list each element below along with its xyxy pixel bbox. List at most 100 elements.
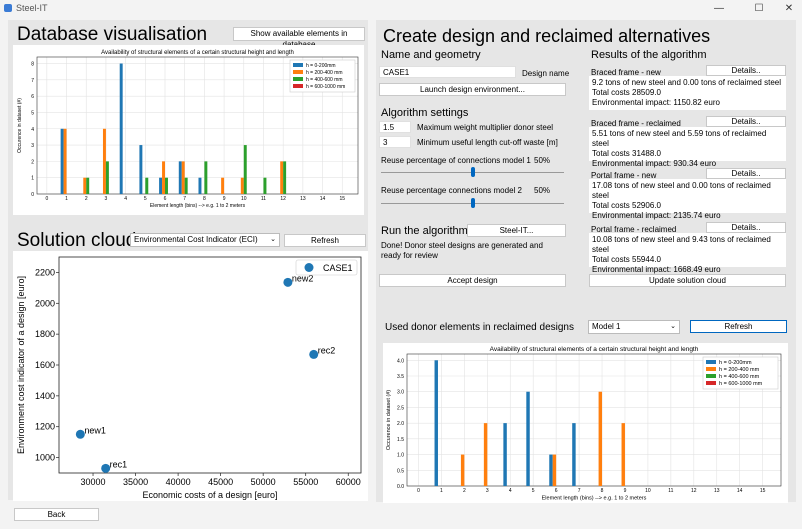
- x-tick-label: 14: [737, 488, 743, 494]
- y-tick-label: 4.0: [397, 358, 404, 364]
- donor-model-dropdown[interactable]: Model 1 ⌄: [588, 320, 680, 334]
- details-button[interactable]: Details..: [706, 65, 786, 76]
- y-tick-label: 4: [31, 127, 34, 133]
- bar: [60, 128, 64, 194]
- result-line: Total costs 52906.0: [592, 201, 661, 210]
- bar: [184, 177, 188, 194]
- solution-refresh-button[interactable]: Refresh: [284, 234, 366, 247]
- x-tick-label: 12: [691, 488, 697, 494]
- y-tick-label: 3: [31, 143, 34, 149]
- scatter-point: [101, 463, 111, 473]
- result-line: Environmental impact: 1150.82 euro: [592, 98, 720, 107]
- bar: [159, 177, 163, 194]
- result-line: 5.51 tons of new steel and 5.59 tons of …: [592, 129, 767, 148]
- reuse1-value: 50%: [534, 156, 551, 165]
- result-line: Environmental impact: 930.34 euro: [592, 159, 717, 168]
- bar: [572, 423, 576, 486]
- details-button[interactable]: Details..: [706, 168, 786, 179]
- reuse2-label: Reuse percentage connections model 2: [381, 186, 522, 195]
- y-tick-label: 1800: [35, 329, 55, 339]
- result-summary: 17.08 tons of new steel and 0.00 tons of…: [589, 179, 786, 220]
- reuse1-slider-thumb[interactable]: [470, 167, 475, 177]
- donor-refresh-button[interactable]: Refresh: [690, 320, 787, 333]
- legend-swatch: [706, 367, 716, 371]
- database-title: Database visualisation: [17, 24, 208, 45]
- x-tick-label: 0: [45, 196, 48, 202]
- close-button[interactable]: ✕: [784, 3, 794, 14]
- x-tick-label: 30000: [81, 477, 106, 487]
- x-tick-label: 14: [320, 196, 326, 202]
- bar: [240, 177, 244, 194]
- x-tick-label: 2: [463, 488, 466, 494]
- bar: [552, 454, 557, 486]
- y-tick-label: 0.0: [397, 484, 404, 490]
- legend-label: h = 600-1000 mm: [719, 381, 763, 387]
- y-tick-label: 0.5: [397, 468, 404, 474]
- result-name: Portal frame - new: [591, 171, 657, 180]
- bar: [460, 454, 465, 486]
- legend-swatch: [293, 70, 303, 74]
- result-line: Environmental impact: 1668.49 euro: [592, 265, 721, 274]
- min-length-input[interactable]: 3: [379, 136, 411, 148]
- reuse2-slider-thumb[interactable]: [470, 198, 475, 208]
- result-name: Braced frame - new: [591, 68, 661, 77]
- x-tick-label: 13: [714, 488, 720, 494]
- accept-design-button[interactable]: Accept design: [379, 274, 566, 287]
- result-line: 17.08 tons of new steel and 0.00 tons of…: [592, 181, 771, 200]
- plot-frame: [36, 56, 359, 195]
- back-button[interactable]: Back: [14, 508, 99, 521]
- y-tick-label: 7: [31, 78, 34, 84]
- bar: [283, 161, 287, 194]
- x-tick-label: 1: [65, 196, 68, 202]
- steel-it-button[interactable]: Steel-IT...: [467, 224, 566, 237]
- bar: [178, 161, 182, 194]
- x-axis-label: Element length (bins) --> e.g. 1 to 2 me…: [150, 203, 246, 209]
- solution-metric-dropdown[interactable]: Environmental Cost Indicator (ECI) ⌄: [130, 233, 280, 247]
- result-name: Portal frame - reclaimed: [591, 225, 677, 234]
- result-line: Total costs 28509.0: [592, 88, 661, 97]
- legend-swatch: [293, 77, 303, 81]
- bar: [263, 177, 267, 194]
- result-line: Environmental impact: 2135.74 euro: [592, 211, 721, 220]
- result-line: 9.2 tons of new steel and 0.00 tons of r…: [592, 78, 782, 87]
- scatter-point: [75, 429, 85, 439]
- bar: [221, 177, 225, 194]
- bar: [181, 161, 185, 194]
- max-weight-input[interactable]: 1.5: [379, 121, 411, 133]
- bar: [165, 177, 168, 194]
- y-axis-label: Occurence in dataset (#): [17, 98, 23, 153]
- legend-label: CASE1: [323, 263, 353, 273]
- details-button[interactable]: Details..: [706, 222, 786, 233]
- x-tick-label: 11: [668, 488, 673, 494]
- x-tick-label: 6: [555, 488, 558, 494]
- launch-design-button[interactable]: Launch design environment...: [379, 83, 566, 96]
- chart-title: Availability of structural elements of a…: [101, 50, 294, 56]
- chart-title: Availability of structural elements of a…: [490, 346, 699, 353]
- y-tick-label: 0: [31, 192, 34, 198]
- x-tick-label: 40000: [166, 477, 191, 487]
- algorithm-settings-heading: Algorithm settings: [381, 107, 469, 119]
- update-solution-cloud-button[interactable]: Update solution cloud: [589, 274, 786, 287]
- scatter-point: [283, 277, 293, 287]
- minimize-button[interactable]: —: [714, 3, 724, 14]
- x-tick-label: 6: [164, 196, 167, 202]
- y-tick-label: 1600: [35, 360, 55, 370]
- y-tick-label: 2000: [35, 298, 55, 308]
- result-line: 10.08 tons of new steel and 9.43 tons of…: [592, 235, 771, 254]
- bar: [102, 128, 106, 194]
- bar: [280, 161, 284, 194]
- result-line: Total costs 31488.0: [592, 149, 661, 158]
- legend-swatch: [293, 84, 303, 88]
- y-tick-label: 1200: [35, 422, 55, 432]
- y-tick-label: 5: [31, 110, 34, 116]
- y-tick-label: 1.5: [397, 437, 404, 443]
- window-titlebar: Steel-IT — ☐ ✕: [0, 0, 802, 17]
- x-tick-label: 60000: [336, 477, 361, 487]
- maximize-button[interactable]: ☐: [754, 3, 764, 14]
- legend-label: h = 200-400 mm: [306, 70, 343, 76]
- show-elements-button[interactable]: Show available elements in database: [233, 27, 365, 49]
- details-button[interactable]: Details..: [706, 116, 786, 127]
- design-name-input[interactable]: CASE1: [379, 66, 516, 78]
- donor-elements-heading: Used donor elements in reclaimed designs: [385, 322, 574, 333]
- y-axis-label: Occurence in dataset (#): [386, 390, 392, 450]
